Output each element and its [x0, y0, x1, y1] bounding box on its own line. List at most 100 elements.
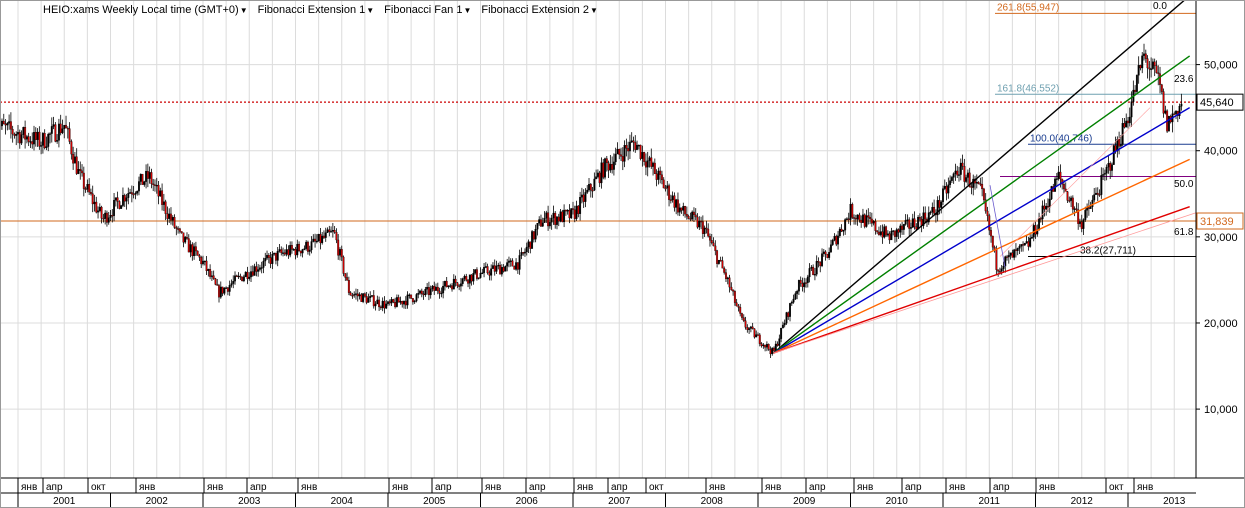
candle-body [141, 173, 144, 185]
candle-body [1, 120, 3, 127]
candle-body [148, 172, 151, 179]
candle-body [582, 194, 585, 202]
candle-body [586, 189, 589, 193]
chevron-down-icon: ▼ [366, 6, 375, 15]
candle-body [588, 184, 590, 191]
candle-body [500, 267, 503, 275]
candle-body [159, 190, 162, 197]
candle-body [394, 302, 397, 307]
candle-body [1107, 163, 1110, 168]
candle-body [1150, 68, 1153, 70]
candle-body [445, 280, 448, 288]
candle-body [867, 215, 870, 218]
candle-body [470, 274, 473, 282]
candle-body [486, 266, 489, 274]
candle-body [545, 212, 548, 219]
candle-body [34, 132, 37, 140]
candle-body [91, 193, 94, 205]
candle-body [237, 275, 240, 278]
candle-body [177, 228, 180, 230]
candle-body [246, 271, 249, 279]
candle-body [73, 156, 76, 164]
candle-body [347, 280, 350, 293]
candle-body [315, 240, 318, 243]
fib-fan-1-menu[interactable]: Fibonacci Fan 1▼ [384, 4, 472, 16]
fib-extension-2-menu[interactable]: Fibonacci Extension 2▼ [481, 4, 598, 16]
candle-body [776, 343, 779, 346]
candle-body [298, 243, 301, 252]
candle-body [862, 214, 864, 223]
candle-body [1112, 145, 1115, 165]
candle-body [82, 172, 85, 189]
candle-body [657, 170, 660, 180]
candle-body [767, 344, 770, 350]
candle-body [591, 190, 594, 192]
candle-body [797, 280, 800, 292]
candle-body [600, 162, 603, 184]
candle-body [202, 260, 204, 265]
candle-body [324, 232, 327, 238]
month-label: апр [250, 482, 267, 493]
candle-body [319, 233, 322, 244]
candle-body [725, 272, 727, 280]
candle-body [415, 294, 418, 302]
month-label: апр [993, 482, 1010, 493]
candle-body [709, 236, 711, 241]
candle-body [225, 287, 228, 289]
candle-body [187, 238, 190, 253]
candle-body [883, 226, 886, 238]
candle-body [1143, 53, 1145, 56]
candle-body [65, 124, 67, 129]
candle-body [1034, 225, 1037, 235]
candle-body [290, 245, 293, 250]
candle-body [353, 294, 356, 296]
candle-body [410, 294, 413, 299]
candle-body [1128, 116, 1131, 124]
candle-body [312, 238, 315, 242]
candle-body [413, 300, 416, 303]
month-label: янв [139, 482, 155, 493]
candle-body [150, 172, 153, 185]
candle-body [728, 277, 731, 288]
candle-body [502, 267, 505, 272]
candle-body [440, 292, 443, 295]
candle-body [138, 181, 140, 192]
candle-body [379, 306, 382, 309]
candle-body [525, 246, 528, 253]
fib-fan-ray-thin [773, 212, 1197, 354]
candle-body [963, 166, 966, 182]
candle-body [1084, 210, 1087, 220]
candle-body [1119, 144, 1122, 147]
candle-body [406, 294, 409, 306]
candle-body [561, 211, 564, 223]
candle-body [668, 185, 671, 200]
candle-body [682, 206, 685, 211]
candle-body [330, 231, 333, 233]
candle-body [737, 305, 740, 308]
candle-body [40, 145, 43, 147]
candle-body [1098, 194, 1101, 196]
candle-body [98, 206, 101, 211]
candle-body [691, 211, 694, 220]
candle-body [420, 290, 423, 295]
candle-body [271, 254, 274, 264]
symbol-menu[interactable]: HEIO:xams Weekly Local time (GMT+0)▼ [43, 4, 248, 16]
candle-body [61, 128, 64, 134]
candle-body [730, 286, 733, 291]
candle-body [447, 285, 450, 288]
candle-body [442, 285, 445, 294]
year-label: 2004 [331, 496, 354, 507]
candle-body [307, 241, 309, 252]
candle-body [109, 215, 112, 218]
fib-extension-1-menu[interactable]: Fibonacci Extension 1▼ [257, 4, 375, 16]
candle-body [399, 300, 402, 303]
candle-body [397, 297, 400, 303]
candle-body [949, 180, 952, 185]
candle-body [879, 231, 882, 235]
candle-body [33, 132, 35, 145]
candle-body [242, 276, 245, 282]
candle-body [385, 303, 388, 309]
candle-body [1100, 175, 1103, 195]
candle-body [757, 334, 759, 336]
